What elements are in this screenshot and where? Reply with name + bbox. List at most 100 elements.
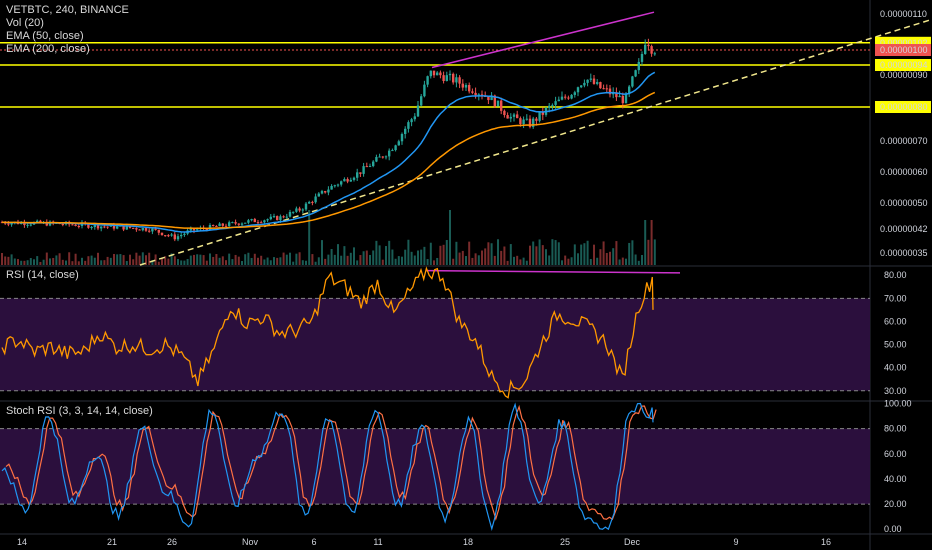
volume-bar	[103, 260, 106, 265]
rsi-band	[0, 298, 870, 391]
volume-bar	[545, 249, 547, 265]
candle-body	[314, 196, 317, 203]
candle-body	[234, 222, 237, 224]
volume-bar	[247, 252, 250, 265]
price-trendline	[431, 11, 655, 69]
candle-body	[96, 224, 100, 229]
volume-bar	[609, 251, 611, 265]
volume-bar	[65, 260, 67, 265]
candle-body	[509, 116, 512, 119]
volume-bar	[548, 255, 551, 265]
rsi-tick-label: 70.00	[884, 293, 907, 303]
candle-body	[160, 232, 164, 236]
volume-bar	[253, 253, 256, 265]
candle-body	[464, 85, 468, 88]
volume-bar	[417, 250, 419, 265]
candle-body	[154, 228, 157, 230]
stoch-k-line	[1, 402, 654, 532]
time-tick-label: Nov	[242, 537, 259, 547]
rsi-tick-label: 60.00	[884, 316, 907, 326]
candle-body	[298, 208, 301, 211]
volume-bar	[13, 258, 16, 265]
indicator-ema50-label[interactable]: EMA (50, close)	[6, 30, 84, 42]
candle-body	[320, 191, 324, 194]
volume-bar	[436, 257, 439, 265]
rsi-pane-label[interactable]: RSI (14, close)	[6, 269, 79, 281]
volume-bar	[343, 246, 346, 265]
candle-body	[628, 86, 631, 94]
rsi-tick-label: 30.00	[884, 386, 907, 396]
volume-bar	[212, 256, 215, 265]
volume-bar	[285, 254, 288, 265]
volume-bar	[439, 245, 442, 265]
candle-body	[151, 228, 154, 232]
volume-bar	[519, 259, 522, 265]
candle-body	[644, 44, 647, 54]
volume-bar	[45, 252, 48, 265]
symbol-title[interactable]: VETBTC, 240, BINANCE	[6, 4, 129, 16]
candle-body	[647, 44, 650, 47]
candle-body	[458, 77, 461, 84]
volume-bar	[618, 259, 621, 265]
volume-bar	[641, 254, 643, 265]
volume-bar	[596, 257, 599, 265]
volume-bar	[109, 257, 112, 265]
rsi-tick-label: 80.00	[884, 270, 907, 280]
volume-bar	[381, 259, 384, 265]
candle-body	[221, 223, 224, 226]
candle-body	[356, 172, 359, 178]
candle-body	[615, 92, 618, 98]
candle-body	[308, 201, 311, 204]
candle-body	[621, 95, 624, 104]
candle-body	[631, 76, 634, 87]
candle-body	[359, 172, 362, 174]
volume-bar	[317, 257, 320, 265]
volume-bar	[426, 259, 429, 265]
volume-bar	[186, 259, 189, 265]
candle-body	[125, 226, 128, 230]
indicator-ema200-label[interactable]: EMA (200, close)	[6, 43, 90, 55]
candle-body	[592, 78, 596, 84]
candle-body	[423, 84, 426, 97]
volume-bar	[385, 246, 387, 265]
volume-bar	[647, 239, 650, 265]
volume-bar	[260, 255, 263, 265]
volume-bar	[410, 251, 413, 265]
volume-bar	[90, 255, 93, 265]
indicator-volume-label[interactable]: Vol (20)	[6, 17, 44, 29]
stoch-pane-label[interactable]: Stoch RSI (3, 3, 14, 14, close)	[6, 405, 153, 417]
volume-bar	[481, 250, 483, 265]
candle-body	[532, 118, 535, 127]
candle-body	[317, 193, 320, 197]
volume-bar	[93, 257, 96, 265]
volume-bar	[20, 260, 23, 265]
volume-bar	[388, 240, 391, 265]
candle-body	[263, 220, 266, 223]
volume-bar	[311, 254, 314, 265]
ascending-trendline	[139, 19, 931, 266]
volume-bar	[401, 256, 403, 265]
volume-bar	[535, 246, 538, 265]
volume-bar	[573, 244, 576, 265]
time-tick-label: 21	[107, 537, 117, 547]
volume-bar	[218, 257, 221, 265]
candle-body	[436, 72, 439, 76]
volume-bar	[52, 257, 55, 265]
time-tick-label: Dec	[624, 537, 641, 547]
ema200-line	[1, 91, 656, 230]
volume-bar	[202, 255, 205, 265]
candle-body	[500, 100, 503, 111]
volume-bar	[26, 260, 29, 265]
volume-bar	[289, 252, 291, 265]
price-label-text: 0.00000102	[880, 38, 928, 48]
volume-bar	[116, 254, 119, 265]
volume-bar	[586, 240, 589, 265]
volume-bar	[183, 260, 186, 265]
volume-bar	[346, 255, 349, 265]
volume-bar	[244, 254, 247, 265]
volume-bar	[193, 254, 195, 265]
candle-body	[589, 78, 592, 80]
volume-bar	[141, 252, 144, 265]
candle-body	[410, 119, 413, 123]
